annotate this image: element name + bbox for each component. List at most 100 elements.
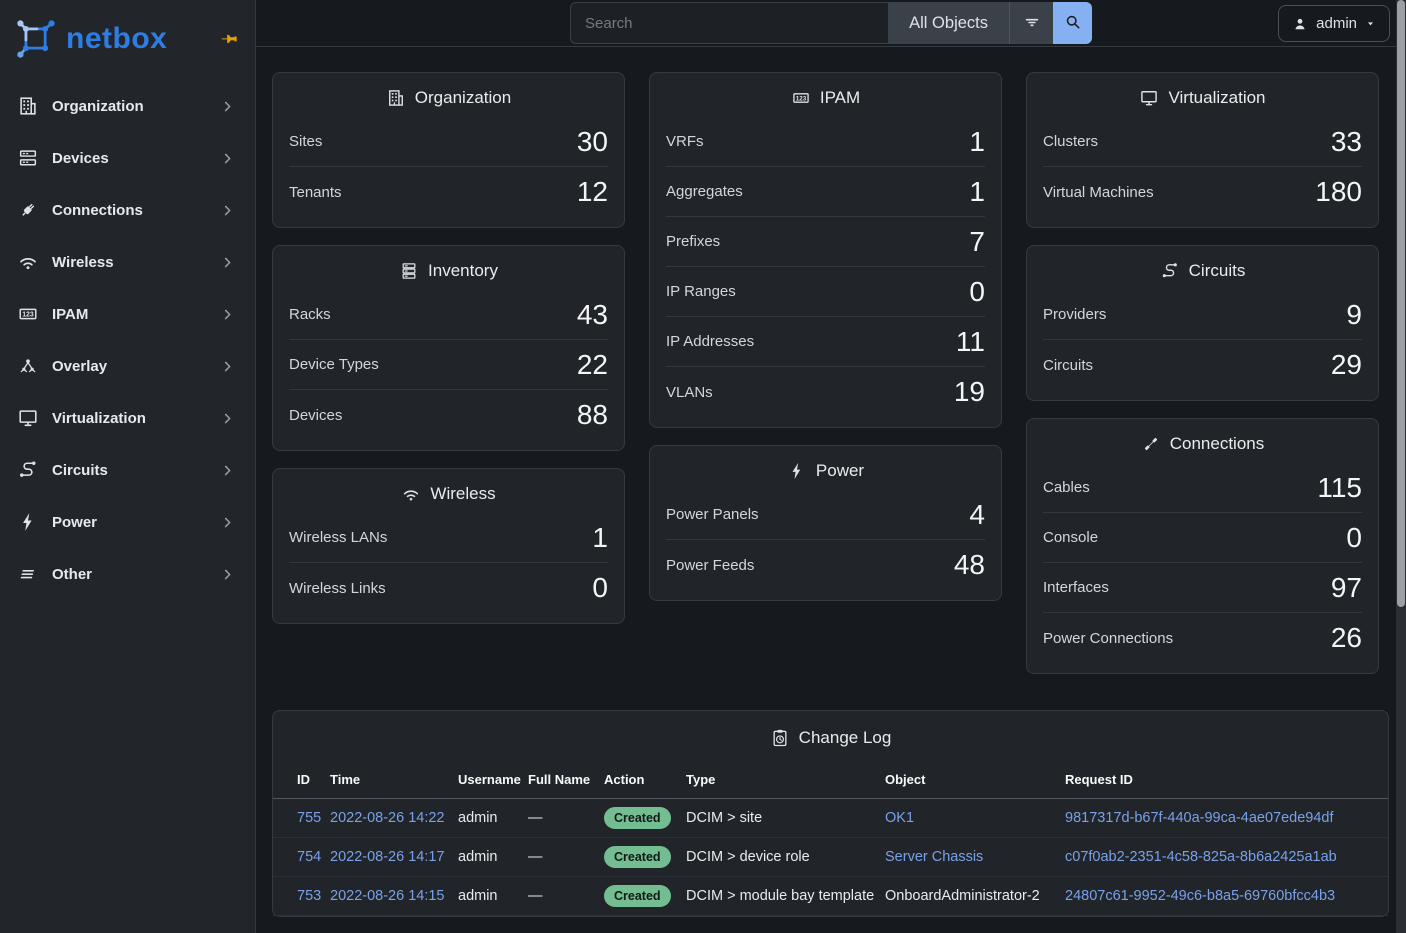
stat-value-link[interactable]: 11 (955, 325, 985, 357)
sidebar-item-overlay[interactable]: Overlay (0, 340, 255, 392)
action-badge: Created (604, 885, 671, 907)
stat-value-link[interactable]: 115 (1317, 471, 1362, 503)
stat-rows: Clusters 33 Virtual Machines 180 (1027, 115, 1378, 227)
sidebar-item-wireless[interactable]: Wireless (0, 236, 255, 288)
changelog-request-id-link[interactable]: 9817317d-b67f-440a-99ca-4ae07ede94df (1065, 810, 1334, 826)
monitor-icon (1139, 88, 1159, 108)
changelog-full-name: — (528, 888, 543, 904)
stat-row: Clusters 33 (1043, 117, 1362, 167)
chevron-right-icon (220, 567, 235, 582)
card-title: Circuits (1188, 261, 1246, 280)
card-title-row: 123 IPAM (650, 73, 1001, 115)
changelog-time-link[interactable]: 2022-08-26 14:17 (330, 849, 445, 865)
stat-value-link[interactable]: 22 (576, 348, 608, 380)
stat-value-link[interactable]: 180 (1315, 176, 1362, 207)
stat-row: Cables 115 (1043, 463, 1362, 513)
sidebar-item-label: Connections (52, 201, 143, 219)
sidebar-item-devices[interactable]: Devices (0, 132, 255, 184)
stat-column-1: Organization Sites 30 Tenants 12 Inventory Rac… (272, 72, 625, 624)
sidebar-item-power[interactable]: Power (0, 496, 255, 548)
caret-down-icon (1365, 18, 1376, 29)
changelog-time-link[interactable]: 2022-08-26 14:22 (330, 810, 445, 826)
svg-text:123: 123 (22, 312, 34, 319)
sidebar-item-ipam[interactable]: 123 IPAM (0, 288, 255, 340)
card-virtualization: Virtualization Clusters 33 Virtual Machines… (1026, 72, 1379, 228)
stat-value-link[interactable]: 33 (1330, 125, 1362, 157)
stat-value-link[interactable]: 7 (969, 225, 985, 257)
search-scope-button[interactable]: All Objects (888, 2, 1009, 44)
sidebar-item-label: Overlay (52, 357, 108, 375)
stat-label: Wireless LANs (289, 529, 388, 546)
filter-icon (1022, 12, 1042, 35)
changelog-id-link[interactable]: 754 (297, 849, 322, 865)
stat-value-link[interactable]: 12 (576, 176, 608, 207)
sidebar-item-virtualization[interactable]: Virtualization (0, 392, 255, 444)
user-menu-button[interactable]: admin (1278, 5, 1390, 42)
changelog-id-link[interactable]: 753 (297, 888, 322, 904)
brand-name[interactable]: netbox (66, 22, 168, 55)
changelog-request-id-link[interactable]: c07f0ab2-2351-4c58-825a-8b6a2425a1ab (1065, 849, 1337, 865)
changelog-object-link[interactable]: OK1 (885, 810, 915, 826)
scrollbar-thumb[interactable] (1397, 0, 1405, 607)
stat-value-link[interactable]: 29 (1330, 349, 1362, 380)
changelog-time-link[interactable]: 2022-08-26 14:15 (330, 888, 445, 904)
sidebar-item-organization[interactable]: Organization (0, 80, 255, 132)
stat-value-link[interactable]: 48 (953, 549, 985, 580)
stat-row: Circuits 29 (1043, 340, 1362, 390)
stat-value-link[interactable]: 97 (1330, 571, 1362, 603)
changelog-object-link[interactable]: Server Chassis (885, 849, 984, 865)
filter-button[interactable] (1009, 2, 1053, 44)
stat-row: Wireless Links 0 (289, 563, 608, 613)
stat-value-link[interactable]: 9 (1346, 298, 1362, 330)
sidebar-pin-icon[interactable] (219, 29, 239, 49)
stat-label: Console (1043, 529, 1099, 546)
stat-value-link[interactable]: 26 (1330, 622, 1362, 653)
chevron-right-icon (220, 515, 235, 530)
stat-row: Power Panels 4 (666, 490, 985, 540)
sidebar-item-other[interactable]: Other (0, 548, 255, 600)
chevron-right-icon (220, 307, 235, 322)
search-group: All Objects (570, 2, 1092, 44)
search-submit-button[interactable] (1053, 2, 1092, 44)
sidebar: netbox Organization Devices Connections Wir… (0, 0, 256, 933)
netbox-logo-icon[interactable] (14, 17, 58, 61)
stat-row: Power Connections 26 (1043, 613, 1362, 663)
stat-label: Circuits (1043, 356, 1094, 374)
changelog-full-name: — (528, 849, 543, 865)
sidebar-item-label: Circuits (52, 461, 108, 479)
stat-label: Sites (289, 133, 323, 150)
sidebar-item-label: Devices (52, 149, 109, 167)
sidebar-item-connections[interactable]: Connections (0, 184, 255, 236)
stat-value-link[interactable]: 0 (592, 572, 608, 603)
search-input[interactable] (570, 2, 889, 44)
scrollbar-track[interactable] (1396, 0, 1406, 933)
stat-label: Clusters (1043, 133, 1099, 150)
stat-label: Wireless Links (289, 579, 386, 597)
main-area: All Objects admin Organization Sites 30 Ten… (256, 0, 1406, 933)
search-icon (1064, 13, 1082, 34)
sidebar-item-circuits[interactable]: Circuits (0, 444, 255, 496)
stat-label: Aggregates (666, 183, 743, 200)
stat-value-link[interactable]: 30 (576, 125, 608, 157)
changelog-column-header: Time (330, 764, 458, 799)
stat-value-link[interactable]: 43 (576, 298, 608, 330)
stat-value-link[interactable]: 88 (576, 399, 608, 430)
stat-row: Sites 30 (289, 117, 608, 167)
stat-value-link[interactable]: 1 (592, 521, 608, 553)
stat-value-link[interactable]: 4 (969, 498, 985, 530)
card-power: Power Power Panels 4 Power Feeds 48 (649, 445, 1002, 601)
stat-value-link[interactable]: 0 (1346, 521, 1362, 553)
sidebar-nav: Organization Devices Connections Wireless 12… (0, 80, 255, 600)
changelog-header-row: ID Time Username Full Name Action Type Object R… (273, 764, 1388, 799)
changelog-request-id-link[interactable]: 24807c61-9952-49c6-b8a5-69760bfcc4b3 (1065, 888, 1336, 904)
changelog-type: DCIM > site (686, 810, 763, 826)
changelog-id-link[interactable]: 755 (297, 810, 322, 826)
stat-value-link[interactable]: 1 (969, 175, 985, 207)
stat-value-link[interactable]: 0 (969, 275, 985, 307)
stat-row: Racks 43 (289, 290, 608, 340)
changelog-column-header: Username (458, 764, 528, 799)
stat-label: Interfaces (1043, 579, 1109, 596)
stat-value-link[interactable]: 1 (969, 125, 985, 157)
stat-value-link[interactable]: 19 (953, 376, 985, 407)
